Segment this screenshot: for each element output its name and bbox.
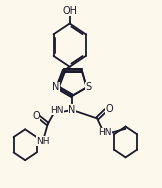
Text: HN: HN (98, 128, 111, 137)
Text: N: N (52, 82, 59, 92)
Text: S: S (86, 82, 92, 92)
Text: O: O (32, 111, 40, 121)
Text: OH: OH (62, 6, 77, 16)
Text: N: N (68, 105, 76, 115)
Text: NH: NH (36, 136, 50, 146)
Text: O: O (105, 104, 113, 114)
Text: HN: HN (50, 106, 64, 115)
